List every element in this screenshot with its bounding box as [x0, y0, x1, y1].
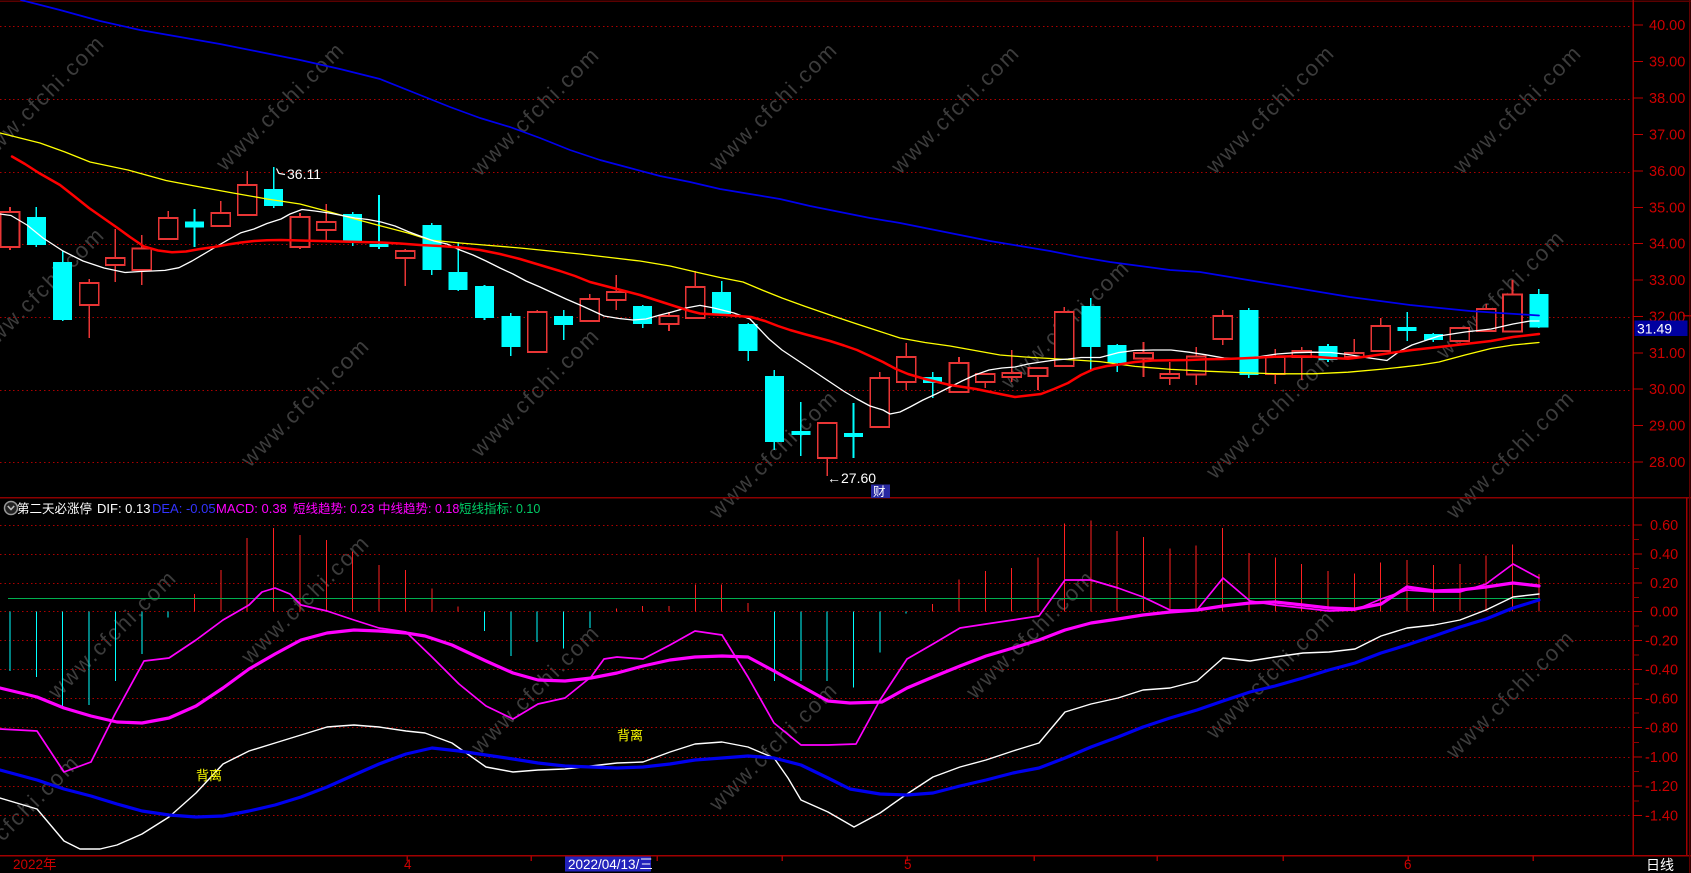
svg-text:财: 财 [873, 485, 886, 499]
svg-text:4: 4 [404, 857, 412, 872]
svg-text:第二天必涨停: 第二天必涨停 [17, 501, 92, 516]
svg-text:29.00: 29.00 [1649, 419, 1685, 435]
svg-text:34.00: 34.00 [1649, 237, 1685, 253]
svg-text:0.60: 0.60 [1650, 518, 1678, 534]
svg-text:-0.20: -0.20 [1645, 634, 1678, 650]
svg-text:短线趋势: 0.23: 短线趋势: 0.23 [293, 501, 374, 516]
svg-text:5: 5 [904, 857, 912, 872]
svg-text:0.20: 0.20 [1650, 576, 1678, 592]
svg-text:-1.40: -1.40 [1645, 809, 1678, 825]
svg-text:6: 6 [1404, 857, 1412, 872]
svg-text:36.00: 36.00 [1649, 164, 1685, 180]
svg-text:日线: 日线 [1646, 857, 1674, 873]
svg-text:35.00: 35.00 [1649, 201, 1685, 217]
svg-text:37.00: 37.00 [1649, 128, 1685, 144]
svg-text:-1.00: -1.00 [1645, 750, 1678, 766]
svg-text:0.00: 0.00 [1650, 605, 1678, 621]
svg-text:38.00: 38.00 [1649, 91, 1685, 107]
svg-text:中线趋势: 0.18: 中线趋势: 0.18 [378, 501, 459, 516]
svg-text:-0.40: -0.40 [1645, 663, 1678, 679]
svg-text:短线指标: 0.10: 短线指标: 0.10 [459, 501, 540, 516]
svg-text:DEA: -0.05: DEA: -0.05 [152, 501, 216, 516]
svg-text:背离: 背离 [196, 768, 222, 783]
svg-text:-0.60: -0.60 [1645, 692, 1678, 708]
svg-text:MACD: 0.38: MACD: 0.38 [216, 501, 287, 516]
svg-text:2022年: 2022年 [13, 857, 57, 872]
svg-text:30.00: 30.00 [1649, 382, 1685, 398]
svg-text:36.11: 36.11 [287, 166, 321, 182]
svg-text:28.00: 28.00 [1649, 455, 1685, 471]
svg-text:31.00: 31.00 [1649, 346, 1685, 362]
svg-text:0.40: 0.40 [1650, 547, 1678, 563]
svg-text:DIF: 0.13: DIF: 0.13 [97, 501, 150, 516]
svg-text:2022/04/13/三: 2022/04/13/三 [568, 857, 653, 872]
svg-text:33.00: 33.00 [1649, 273, 1685, 289]
svg-text:40.00: 40.00 [1649, 18, 1685, 34]
svg-text:←27.60: ←27.60 [827, 470, 876, 486]
svg-text:39.00: 39.00 [1649, 55, 1685, 71]
svg-text:-0.80: -0.80 [1645, 721, 1678, 737]
svg-text:-1.20: -1.20 [1645, 779, 1678, 795]
svg-text:背离: 背离 [617, 728, 643, 743]
svg-text:31.49: 31.49 [1637, 321, 1672, 337]
